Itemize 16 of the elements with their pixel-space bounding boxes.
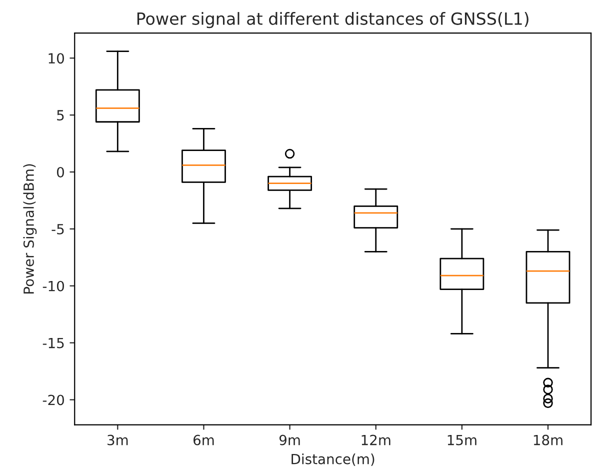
y-axis-title: Power Signal(dBm) (23, 164, 37, 294)
y-tick-label: -10 (42, 280, 64, 292)
x-tick-label: 9m (279, 434, 300, 446)
x-tick-label: 6m (194, 434, 214, 446)
y-tick-label: 0 (56, 166, 64, 178)
y-tick-label: 5 (57, 110, 64, 121)
x-tick-label: 12m (362, 434, 390, 446)
y-tick-label: -15 (42, 338, 64, 348)
y-tick-label: -5 (52, 224, 64, 234)
y-tick-label: 10 (48, 53, 64, 64)
x-tick-label: 15m (448, 434, 476, 446)
x-axis-title: Distance(m) (292, 454, 374, 466)
chart-title: Power signal at different distances of GNSS(L1) (137, 12, 528, 28)
x-tick-label: 3m (108, 434, 128, 446)
y-tick-label: -20 (42, 394, 64, 406)
x-tick-label: 18m (534, 434, 562, 446)
